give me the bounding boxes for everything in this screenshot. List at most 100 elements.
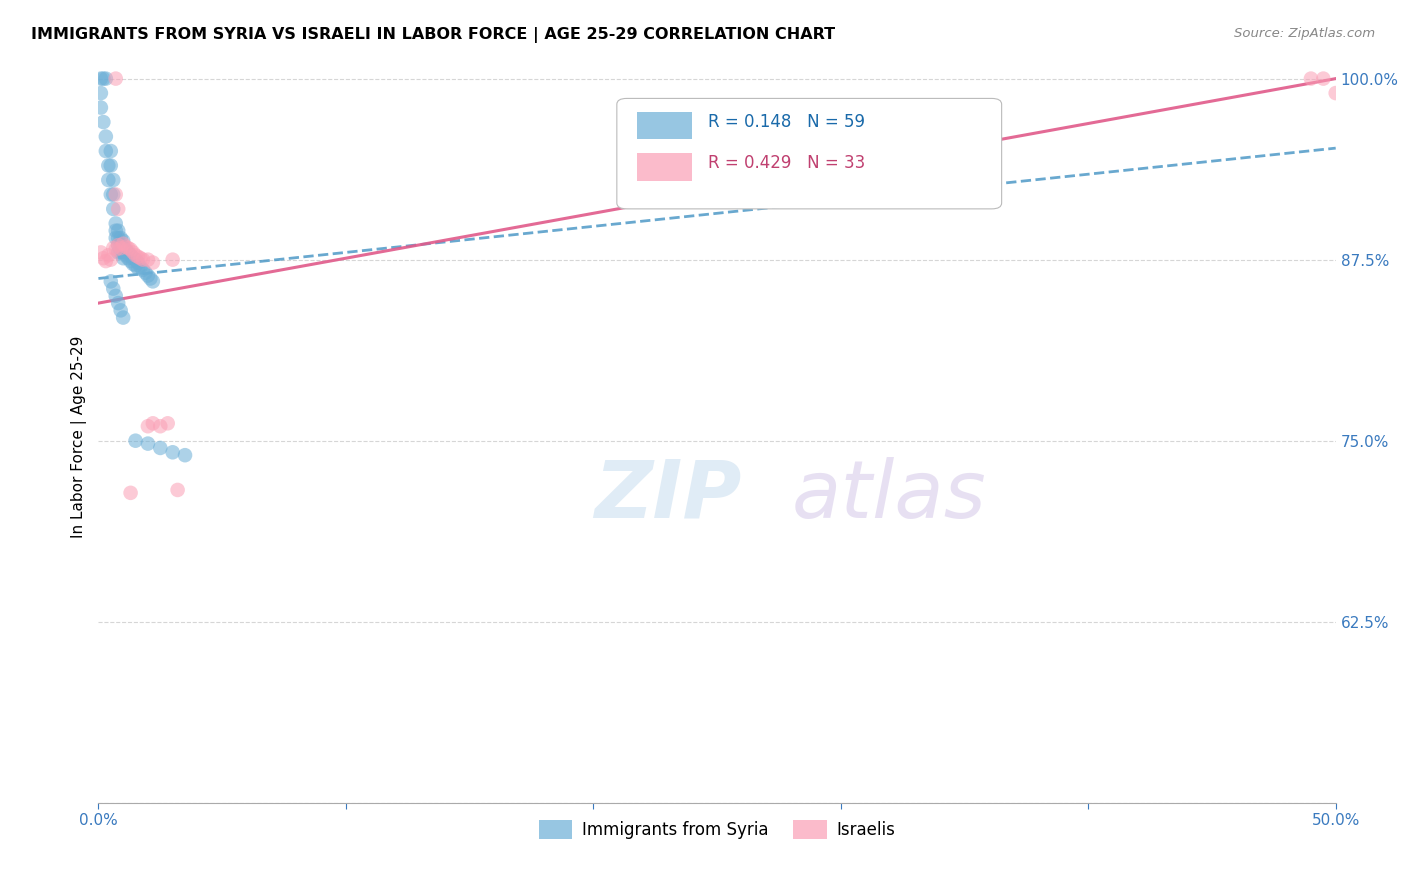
Point — [97, 248, 120, 262]
Point — [112, 245, 135, 260]
Point — [90, 71, 112, 86]
Point — [90, 101, 112, 115]
Point — [103, 202, 125, 216]
Point — [112, 310, 135, 325]
Point — [117, 251, 139, 265]
Point — [104, 243, 127, 257]
Point — [136, 252, 159, 267]
Point — [124, 259, 146, 273]
Point — [117, 245, 139, 260]
Point — [129, 260, 152, 274]
Point — [104, 71, 127, 86]
Point — [134, 266, 156, 280]
Point — [129, 251, 152, 265]
Point — [112, 236, 135, 251]
Point — [90, 245, 112, 260]
Point — [127, 250, 149, 264]
Point — [107, 296, 129, 310]
Point — [110, 238, 132, 252]
Point — [93, 251, 115, 265]
Point — [122, 251, 145, 265]
FancyBboxPatch shape — [637, 112, 692, 139]
Point — [139, 271, 162, 285]
Point — [142, 417, 165, 431]
Legend: Immigrants from Syria, Israelis: Immigrants from Syria, Israelis — [531, 814, 903, 846]
Text: IMMIGRANTS FROM SYRIA VS ISRAELI IN LABOR FORCE | AGE 25-29 CORRELATION CHART: IMMIGRANTS FROM SYRIA VS ISRAELI IN LABO… — [31, 27, 835, 43]
Point — [122, 257, 145, 271]
Point — [120, 248, 142, 262]
Point — [97, 159, 120, 173]
Point — [1324, 86, 1347, 100]
Point — [112, 251, 135, 265]
Point — [114, 248, 136, 262]
Point — [112, 234, 135, 248]
Point — [136, 436, 159, 450]
Point — [114, 243, 136, 257]
Point — [94, 129, 117, 144]
Text: R = 0.429   N = 33: R = 0.429 N = 33 — [709, 154, 866, 172]
Point — [100, 187, 122, 202]
Point — [100, 144, 122, 158]
Point — [166, 483, 188, 497]
Point — [107, 238, 129, 252]
Point — [104, 187, 127, 202]
Text: R = 0.148   N = 59: R = 0.148 N = 59 — [709, 113, 866, 131]
Point — [122, 245, 145, 260]
FancyBboxPatch shape — [617, 98, 1001, 209]
Point — [90, 86, 112, 100]
Point — [100, 159, 122, 173]
Point — [112, 239, 135, 253]
Y-axis label: In Labor Force | Age 25-29: In Labor Force | Age 25-29 — [72, 336, 87, 538]
FancyBboxPatch shape — [637, 153, 692, 181]
Point — [127, 255, 149, 269]
Point — [94, 254, 117, 268]
Point — [149, 441, 172, 455]
Point — [114, 239, 136, 253]
Point — [174, 448, 197, 462]
Point — [93, 115, 115, 129]
Point — [93, 71, 115, 86]
Point — [1299, 71, 1322, 86]
Point — [107, 202, 129, 216]
Point — [124, 252, 146, 267]
Point — [124, 248, 146, 262]
Point — [162, 252, 184, 267]
Point — [162, 445, 184, 459]
Point — [107, 224, 129, 238]
Point — [127, 261, 149, 276]
Point — [120, 486, 142, 500]
Point — [103, 187, 125, 202]
Text: ZIP: ZIP — [595, 457, 742, 534]
Point — [104, 231, 127, 245]
Text: atlas: atlas — [792, 457, 986, 534]
Point — [104, 224, 127, 238]
Point — [107, 238, 129, 252]
Point — [120, 254, 142, 268]
Point — [100, 252, 122, 267]
Point — [104, 289, 127, 303]
Point — [136, 268, 159, 283]
Point — [104, 216, 127, 230]
Point — [110, 241, 132, 255]
Point — [142, 274, 165, 288]
Point — [100, 274, 122, 288]
Point — [132, 262, 155, 277]
Point — [1312, 71, 1334, 86]
Text: Source: ZipAtlas.com: Source: ZipAtlas.com — [1234, 27, 1375, 40]
Point — [97, 173, 120, 187]
Point — [107, 245, 129, 260]
Point — [132, 252, 155, 267]
Point — [142, 255, 165, 269]
Point — [103, 173, 125, 187]
Point — [110, 303, 132, 318]
Point — [110, 231, 132, 245]
Point — [120, 243, 142, 257]
Point — [103, 241, 125, 255]
Point — [156, 417, 179, 431]
Point — [103, 282, 125, 296]
Point — [107, 231, 129, 245]
Point — [136, 419, 159, 434]
Point — [110, 245, 132, 260]
Point — [149, 419, 172, 434]
Point — [94, 144, 117, 158]
